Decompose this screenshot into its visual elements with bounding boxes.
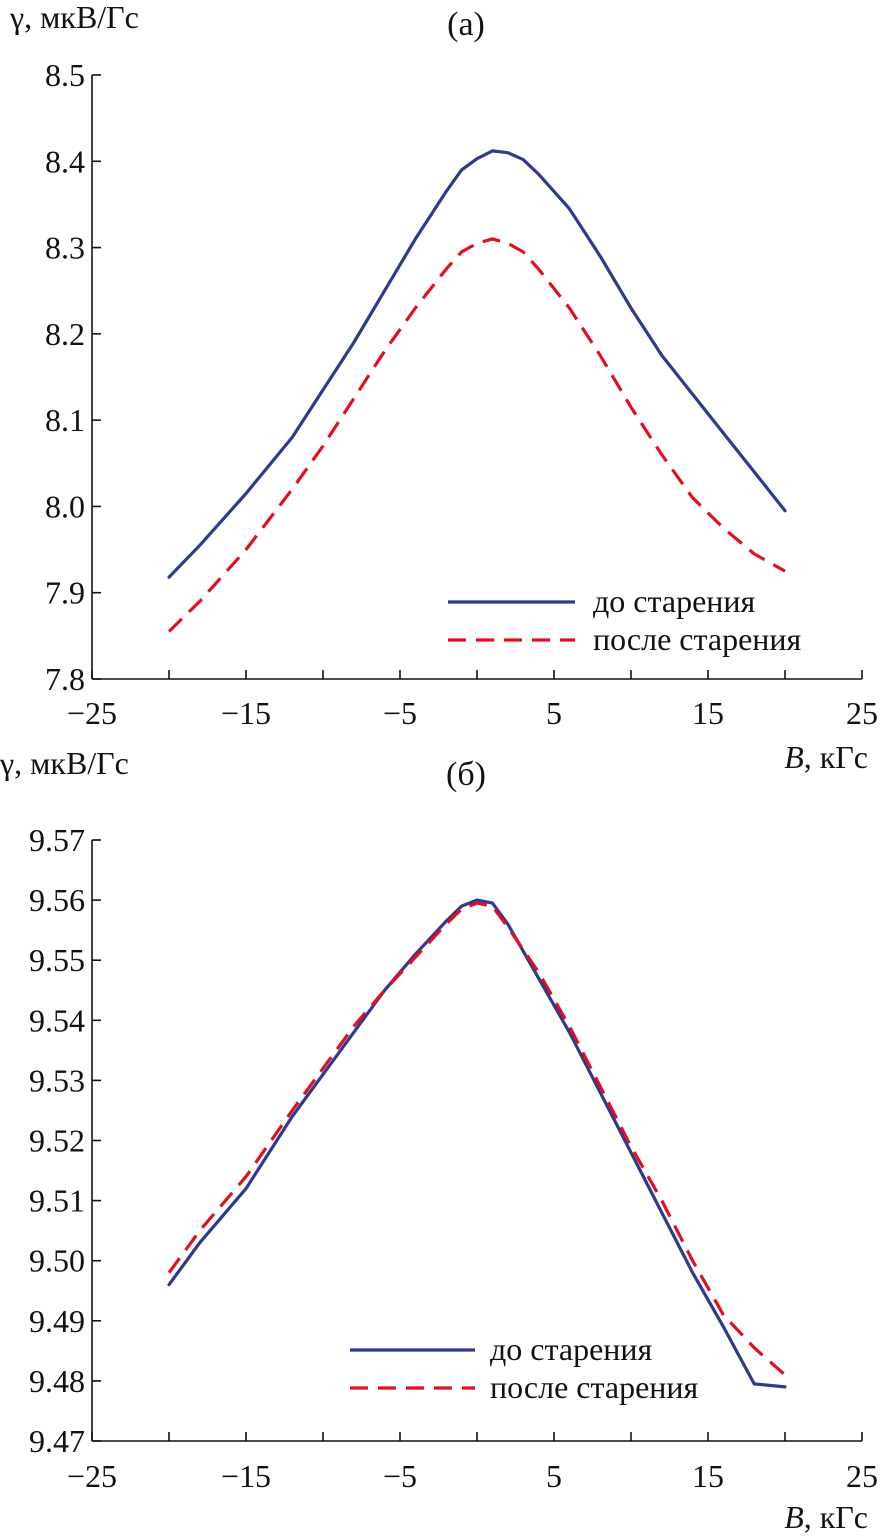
y-tick-label: 8.2 [45,316,85,352]
x-axis-unit: , кГс [804,1499,868,1535]
y-tick-label: 8.5 [45,57,85,93]
legend-label: до старения [490,1331,653,1367]
y-axis-label: γ, мкВ/Гс [9,0,139,35]
x-tick-label: −15 [221,1458,271,1494]
legend-label: до старения [593,583,756,619]
panel-b: 9.47 9.48 9.49 9.50 9.51 9.52 9.53 9.54 9.55 9.56… [0,745,878,1535]
y-tick-label: 9.51 [29,1183,85,1219]
y-tick-label: 9.56 [29,882,85,918]
x-tick-label: 5 [546,1458,562,1494]
y-tick-label: 8.0 [45,488,85,524]
y-tick-label: 9.53 [29,1062,85,1098]
x-tick-label: 25 [846,1458,878,1494]
x-tick-label: 15 [692,1458,724,1494]
x-tick-label: −25 [67,1458,117,1494]
x-axis-label: B, кГс [784,739,868,775]
x-axis-variable: B [784,739,804,775]
y-tick-label: 8.1 [45,402,85,438]
y-tick-label: 9.48 [29,1363,85,1399]
x-axis-label: B, кГс [784,1499,868,1535]
panel-title: (б) [446,756,486,793]
x-tick-label: −15 [221,695,271,731]
x-tick-label: −5 [383,1458,417,1494]
x-axis-unit: , кГс [804,739,868,775]
y-tick-label: 8.4 [45,143,85,179]
y-tick-label: 9.54 [29,1002,85,1038]
series-line-after-aging [167,901,787,1377]
y-tick-label: 9.55 [29,942,85,978]
x-tick-label: 25 [846,695,878,731]
y-tick-label: 9.52 [29,1123,85,1159]
x-tick-label: −5 [383,695,417,731]
panel-a: 7.8 7.9 8.0 8.1 8.2 8.3 8.4 8.5 −25 −15 −5 5 15 25 (а)… [9,0,878,775]
y-tick-label: 8.3 [45,230,85,266]
y-tick-label: 7.9 [45,575,85,611]
y-tick-label: 9.47 [29,1423,85,1459]
series-line-before-aging [167,898,787,1389]
y-tick-label: 7.8 [45,661,85,697]
panel-title: (а) [447,6,485,43]
x-tick-label: −25 [67,695,117,731]
legend-label: после старения [593,621,802,657]
y-axis-label: γ, мкВ/Гс [0,745,129,781]
legend-label: после старения [490,1369,699,1405]
y-tick-label: 9.50 [29,1243,85,1279]
x-tick-label: 5 [546,695,562,731]
y-tick-label: 9.57 [29,822,85,858]
series-line-before-aging [167,149,787,579]
y-tick-label: 9.49 [29,1303,85,1339]
series-line-after-aging [167,237,786,633]
x-tick-label: 15 [692,695,724,731]
x-axis-variable: B [784,1499,804,1535]
